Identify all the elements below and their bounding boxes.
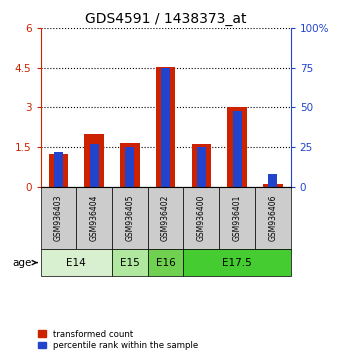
Bar — [76, 187, 112, 249]
Bar — [148, 187, 184, 249]
Bar — [41, 249, 112, 276]
Text: GSM936403: GSM936403 — [54, 195, 63, 241]
Bar — [125, 147, 134, 187]
Text: age: age — [12, 258, 37, 268]
Bar — [41, 187, 76, 249]
Text: E16: E16 — [156, 258, 175, 268]
Bar — [84, 134, 104, 187]
Text: GSM936406: GSM936406 — [268, 195, 277, 241]
Bar — [148, 249, 184, 276]
Bar — [112, 187, 148, 249]
Legend: transformed count, percentile rank within the sample: transformed count, percentile rank withi… — [38, 330, 198, 350]
Text: E15: E15 — [120, 258, 140, 268]
Text: GSM936401: GSM936401 — [233, 195, 242, 241]
Bar — [112, 249, 148, 276]
Bar — [233, 110, 242, 187]
Bar — [90, 144, 99, 187]
Text: E17.5: E17.5 — [222, 258, 252, 268]
Bar — [54, 152, 63, 187]
Bar — [184, 249, 291, 276]
Bar — [192, 144, 211, 187]
Text: E14: E14 — [66, 258, 86, 268]
Bar — [197, 147, 206, 187]
Bar — [184, 187, 219, 249]
Bar — [268, 174, 277, 187]
Text: GSM936404: GSM936404 — [90, 195, 99, 241]
Text: GSM936400: GSM936400 — [197, 195, 206, 241]
Bar — [263, 184, 283, 187]
Bar — [49, 154, 68, 187]
Bar — [161, 68, 170, 187]
Bar — [227, 108, 247, 187]
Bar — [120, 143, 140, 187]
Title: GDS4591 / 1438373_at: GDS4591 / 1438373_at — [85, 12, 246, 26]
Bar — [255, 187, 291, 249]
Text: GSM936402: GSM936402 — [161, 195, 170, 241]
Bar — [156, 67, 175, 187]
Bar — [219, 187, 255, 249]
Text: GSM936405: GSM936405 — [125, 195, 135, 241]
